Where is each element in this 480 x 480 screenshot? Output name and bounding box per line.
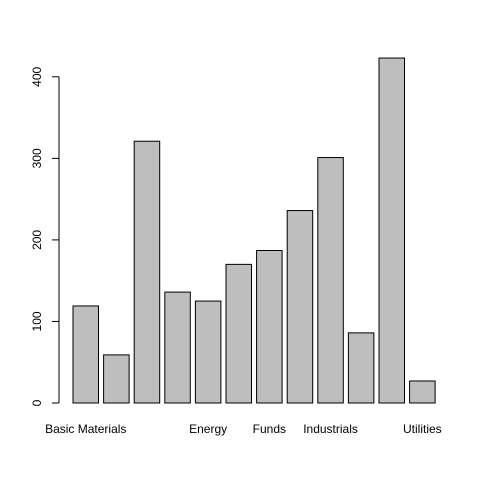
x-category-label: Basic Materials — [45, 422, 126, 436]
bars-group — [72, 57, 436, 404]
x-category-label: Funds — [253, 422, 286, 436]
x-axis-labels: Basic Materials Energy Funds Industrials Uti… — [45, 422, 442, 436]
bar — [378, 57, 405, 404]
y-tick-label: 200 — [30, 230, 44, 250]
bar — [72, 305, 99, 404]
y-axis: 0 100 200 300 400 — [30, 66, 60, 406]
y-tick-label: 100 — [30, 311, 44, 331]
y-tick-label: 400 — [30, 66, 44, 86]
y-tick-label: 300 — [30, 148, 44, 168]
bar — [194, 300, 222, 404]
bar — [256, 250, 283, 404]
bar — [103, 354, 130, 404]
bar — [286, 210, 314, 404]
bar — [409, 380, 436, 404]
bar — [164, 291, 191, 404]
x-category-label: Utilities — [403, 422, 442, 436]
bar — [347, 332, 375, 404]
bar — [133, 140, 161, 404]
bar — [225, 263, 252, 404]
bar — [317, 157, 344, 404]
x-category-label: Energy — [189, 422, 227, 436]
y-tick-label: 0 — [30, 399, 44, 406]
x-category-label: Industrials — [303, 422, 358, 436]
